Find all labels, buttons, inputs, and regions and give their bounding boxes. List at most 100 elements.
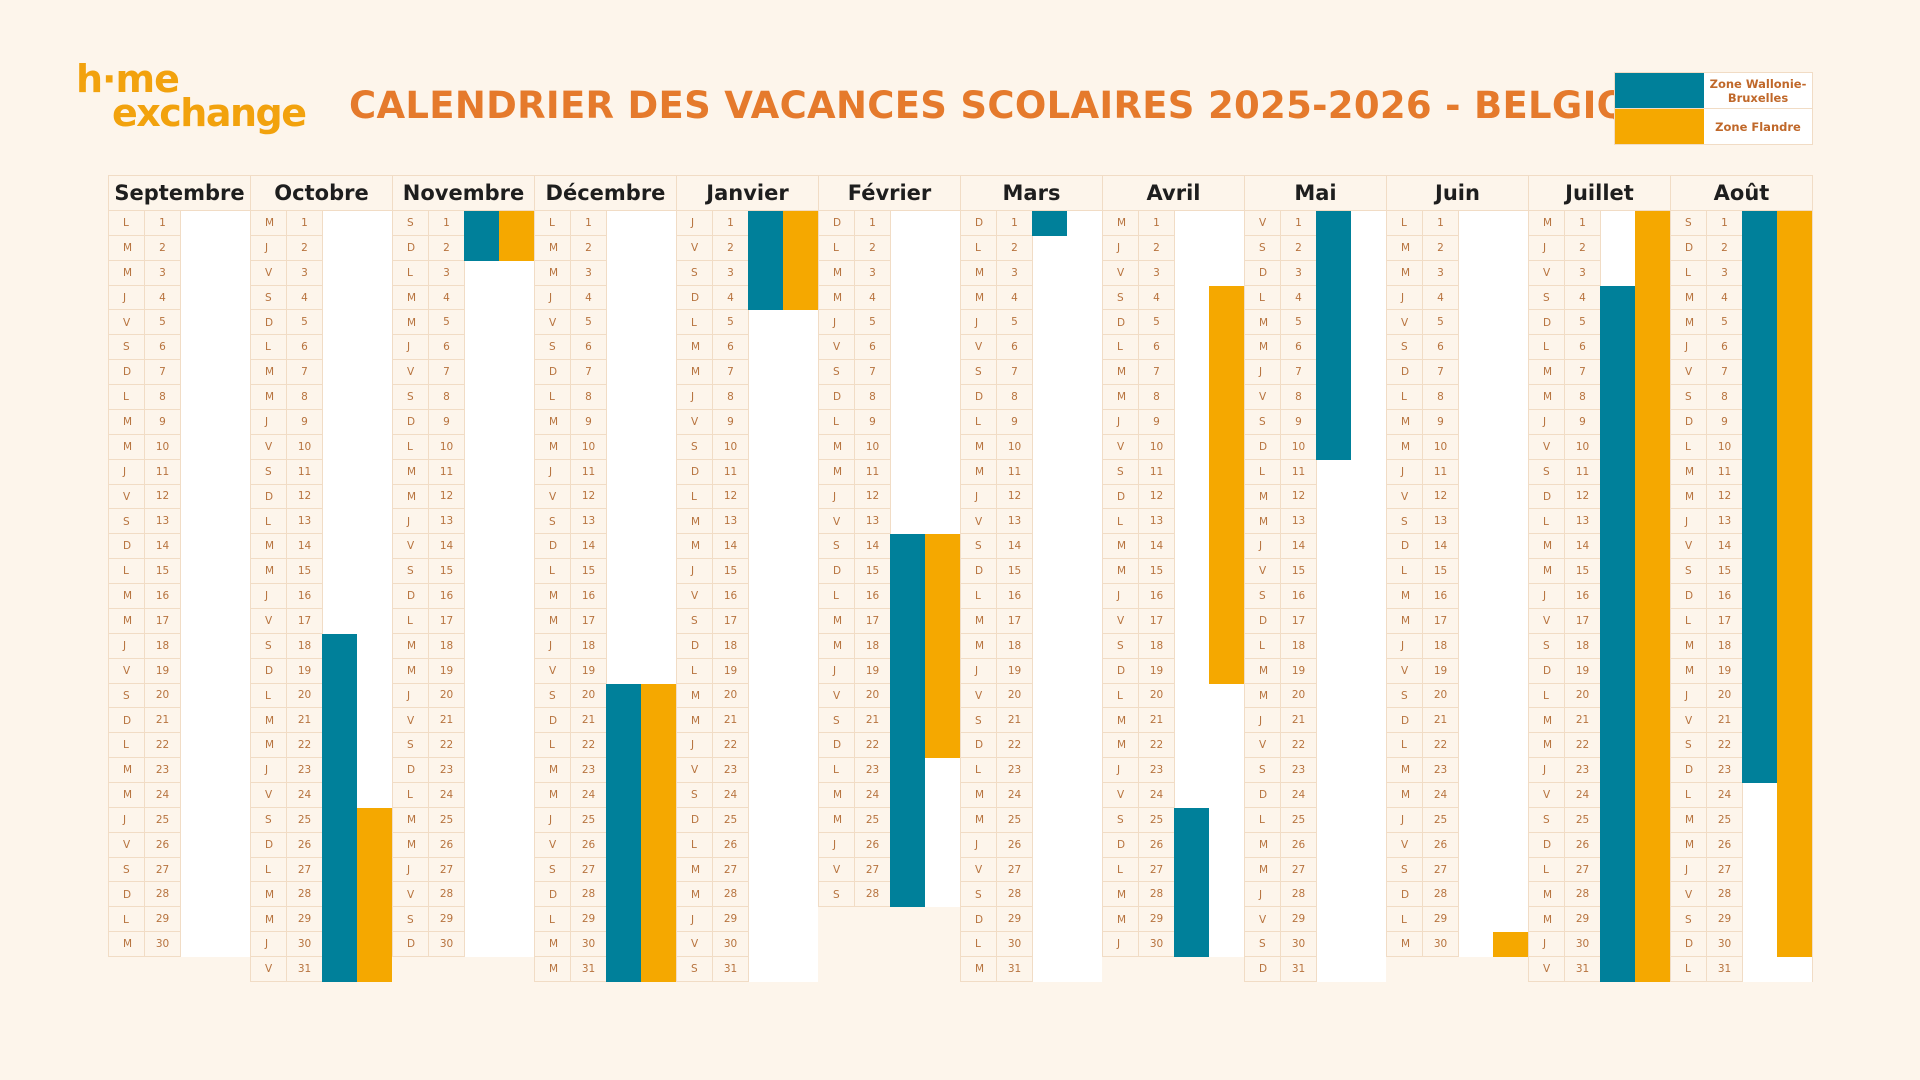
day-number: 12 bbox=[144, 484, 180, 510]
day-row: 17 bbox=[818, 608, 890, 634]
day-number: 9 bbox=[570, 409, 606, 435]
weekday-cell bbox=[818, 758, 854, 783]
day-row: 18 bbox=[676, 633, 748, 659]
day-number: 29 bbox=[1564, 907, 1600, 933]
day-row: 12 bbox=[108, 484, 180, 510]
weekday-cell bbox=[1244, 260, 1280, 286]
day-number: 9 bbox=[1706, 409, 1742, 435]
weekday-cell bbox=[960, 584, 996, 609]
day-row: 3 bbox=[676, 260, 748, 286]
day-row: 29 bbox=[1670, 907, 1742, 933]
day-row: 8 bbox=[1244, 385, 1316, 410]
weekday-cell bbox=[250, 260, 286, 286]
day-row: 25 bbox=[960, 807, 1032, 833]
day-number: 25 bbox=[1280, 807, 1316, 833]
day-row: 27 bbox=[250, 857, 322, 883]
day-row: 30 bbox=[392, 932, 464, 958]
day-number: 25 bbox=[712, 807, 748, 833]
day-row: 9 bbox=[818, 409, 890, 435]
weekday-cell bbox=[1244, 335, 1280, 361]
day-number: 20 bbox=[1706, 683, 1742, 709]
day-number: 4 bbox=[1422, 285, 1458, 311]
weekday-cell bbox=[1244, 683, 1280, 709]
day-number: 12 bbox=[1706, 484, 1742, 510]
weekday-cell bbox=[250, 932, 286, 958]
day-number: 24 bbox=[286, 783, 322, 808]
day-row: 22 bbox=[960, 733, 1032, 759]
day-number: 28 bbox=[144, 882, 180, 908]
day-row: 17 bbox=[1670, 608, 1742, 634]
day-row: 16 bbox=[534, 584, 606, 609]
weekday-cell bbox=[1102, 857, 1138, 883]
day-row: 17 bbox=[392, 608, 464, 634]
day-number: 18 bbox=[1706, 633, 1742, 659]
weekday-cell bbox=[676, 832, 712, 858]
day-row: 7 bbox=[392, 360, 464, 386]
day-number: 19 bbox=[1422, 658, 1458, 684]
weekday-cell bbox=[818, 633, 854, 659]
weekday-cell bbox=[1528, 484, 1564, 510]
day-row: 28 bbox=[392, 882, 464, 908]
weekday-cell bbox=[676, 783, 712, 808]
day-number: 16 bbox=[854, 584, 890, 609]
weekday-cell bbox=[1102, 608, 1138, 634]
day-row: 2 bbox=[250, 235, 322, 261]
day-row: 18 bbox=[1102, 633, 1174, 659]
weekday-cell bbox=[534, 708, 570, 734]
day-number: 12 bbox=[428, 484, 464, 510]
day-number: 6 bbox=[570, 335, 606, 361]
day-number: 13 bbox=[286, 509, 322, 535]
day-number: 9 bbox=[854, 409, 890, 435]
day-row: 3 bbox=[818, 260, 890, 286]
day-number: 28 bbox=[570, 882, 606, 908]
day-number: 30 bbox=[1706, 932, 1742, 958]
holiday-area bbox=[180, 211, 250, 958]
day-number: 9 bbox=[712, 409, 748, 435]
day-row: 31 bbox=[534, 957, 606, 982]
day-number: 18 bbox=[712, 633, 748, 659]
weekday-cell bbox=[1528, 957, 1564, 982]
day-number: 3 bbox=[1706, 260, 1742, 286]
weekday-cell bbox=[250, 807, 286, 833]
day-row: 27 bbox=[534, 857, 606, 883]
weekday-cell bbox=[1386, 832, 1422, 858]
day-number: 15 bbox=[1706, 559, 1742, 585]
weekday-cell bbox=[392, 758, 428, 783]
weekday-cell bbox=[1528, 335, 1564, 361]
weekday-cell bbox=[960, 807, 996, 833]
day-number: 14 bbox=[570, 534, 606, 560]
day-row: 19 bbox=[1386, 658, 1458, 684]
day-number: 9 bbox=[1138, 409, 1174, 435]
day-row: 16 bbox=[1102, 584, 1174, 609]
weekday-cell bbox=[1244, 882, 1280, 908]
day-row: 6 bbox=[1102, 335, 1174, 361]
weekday-cell bbox=[1102, 285, 1138, 311]
weekday-cell bbox=[676, 633, 712, 659]
day-row: 13 bbox=[1386, 509, 1458, 535]
day-row: 22 bbox=[1386, 733, 1458, 759]
day-row: 8 bbox=[534, 385, 606, 410]
day-row: 12 bbox=[818, 484, 890, 510]
day-number: 2 bbox=[286, 235, 322, 261]
day-number: 3 bbox=[1564, 260, 1600, 286]
day-row: 30 bbox=[534, 932, 606, 958]
weekday-cell bbox=[1386, 932, 1422, 958]
day-number: 2 bbox=[428, 235, 464, 261]
day-number: 4 bbox=[1138, 285, 1174, 311]
weekday-cell bbox=[1102, 783, 1138, 808]
day-row: 22 bbox=[392, 733, 464, 759]
day-number: 27 bbox=[1564, 857, 1600, 883]
day-number: 21 bbox=[144, 708, 180, 734]
weekday-cell bbox=[960, 484, 996, 510]
weekday-cell bbox=[392, 434, 428, 460]
day-number: 1 bbox=[428, 211, 464, 236]
day-number: 18 bbox=[1138, 633, 1174, 659]
day-row: 21 bbox=[392, 708, 464, 734]
day-row: 31 bbox=[1670, 957, 1742, 982]
weekday-cell bbox=[1244, 409, 1280, 435]
day-row: 13 bbox=[676, 509, 748, 535]
weekday-cell bbox=[108, 409, 144, 435]
day-row: 26 bbox=[818, 832, 890, 858]
day-number: 26 bbox=[428, 832, 464, 858]
weekday-cell bbox=[108, 235, 144, 261]
